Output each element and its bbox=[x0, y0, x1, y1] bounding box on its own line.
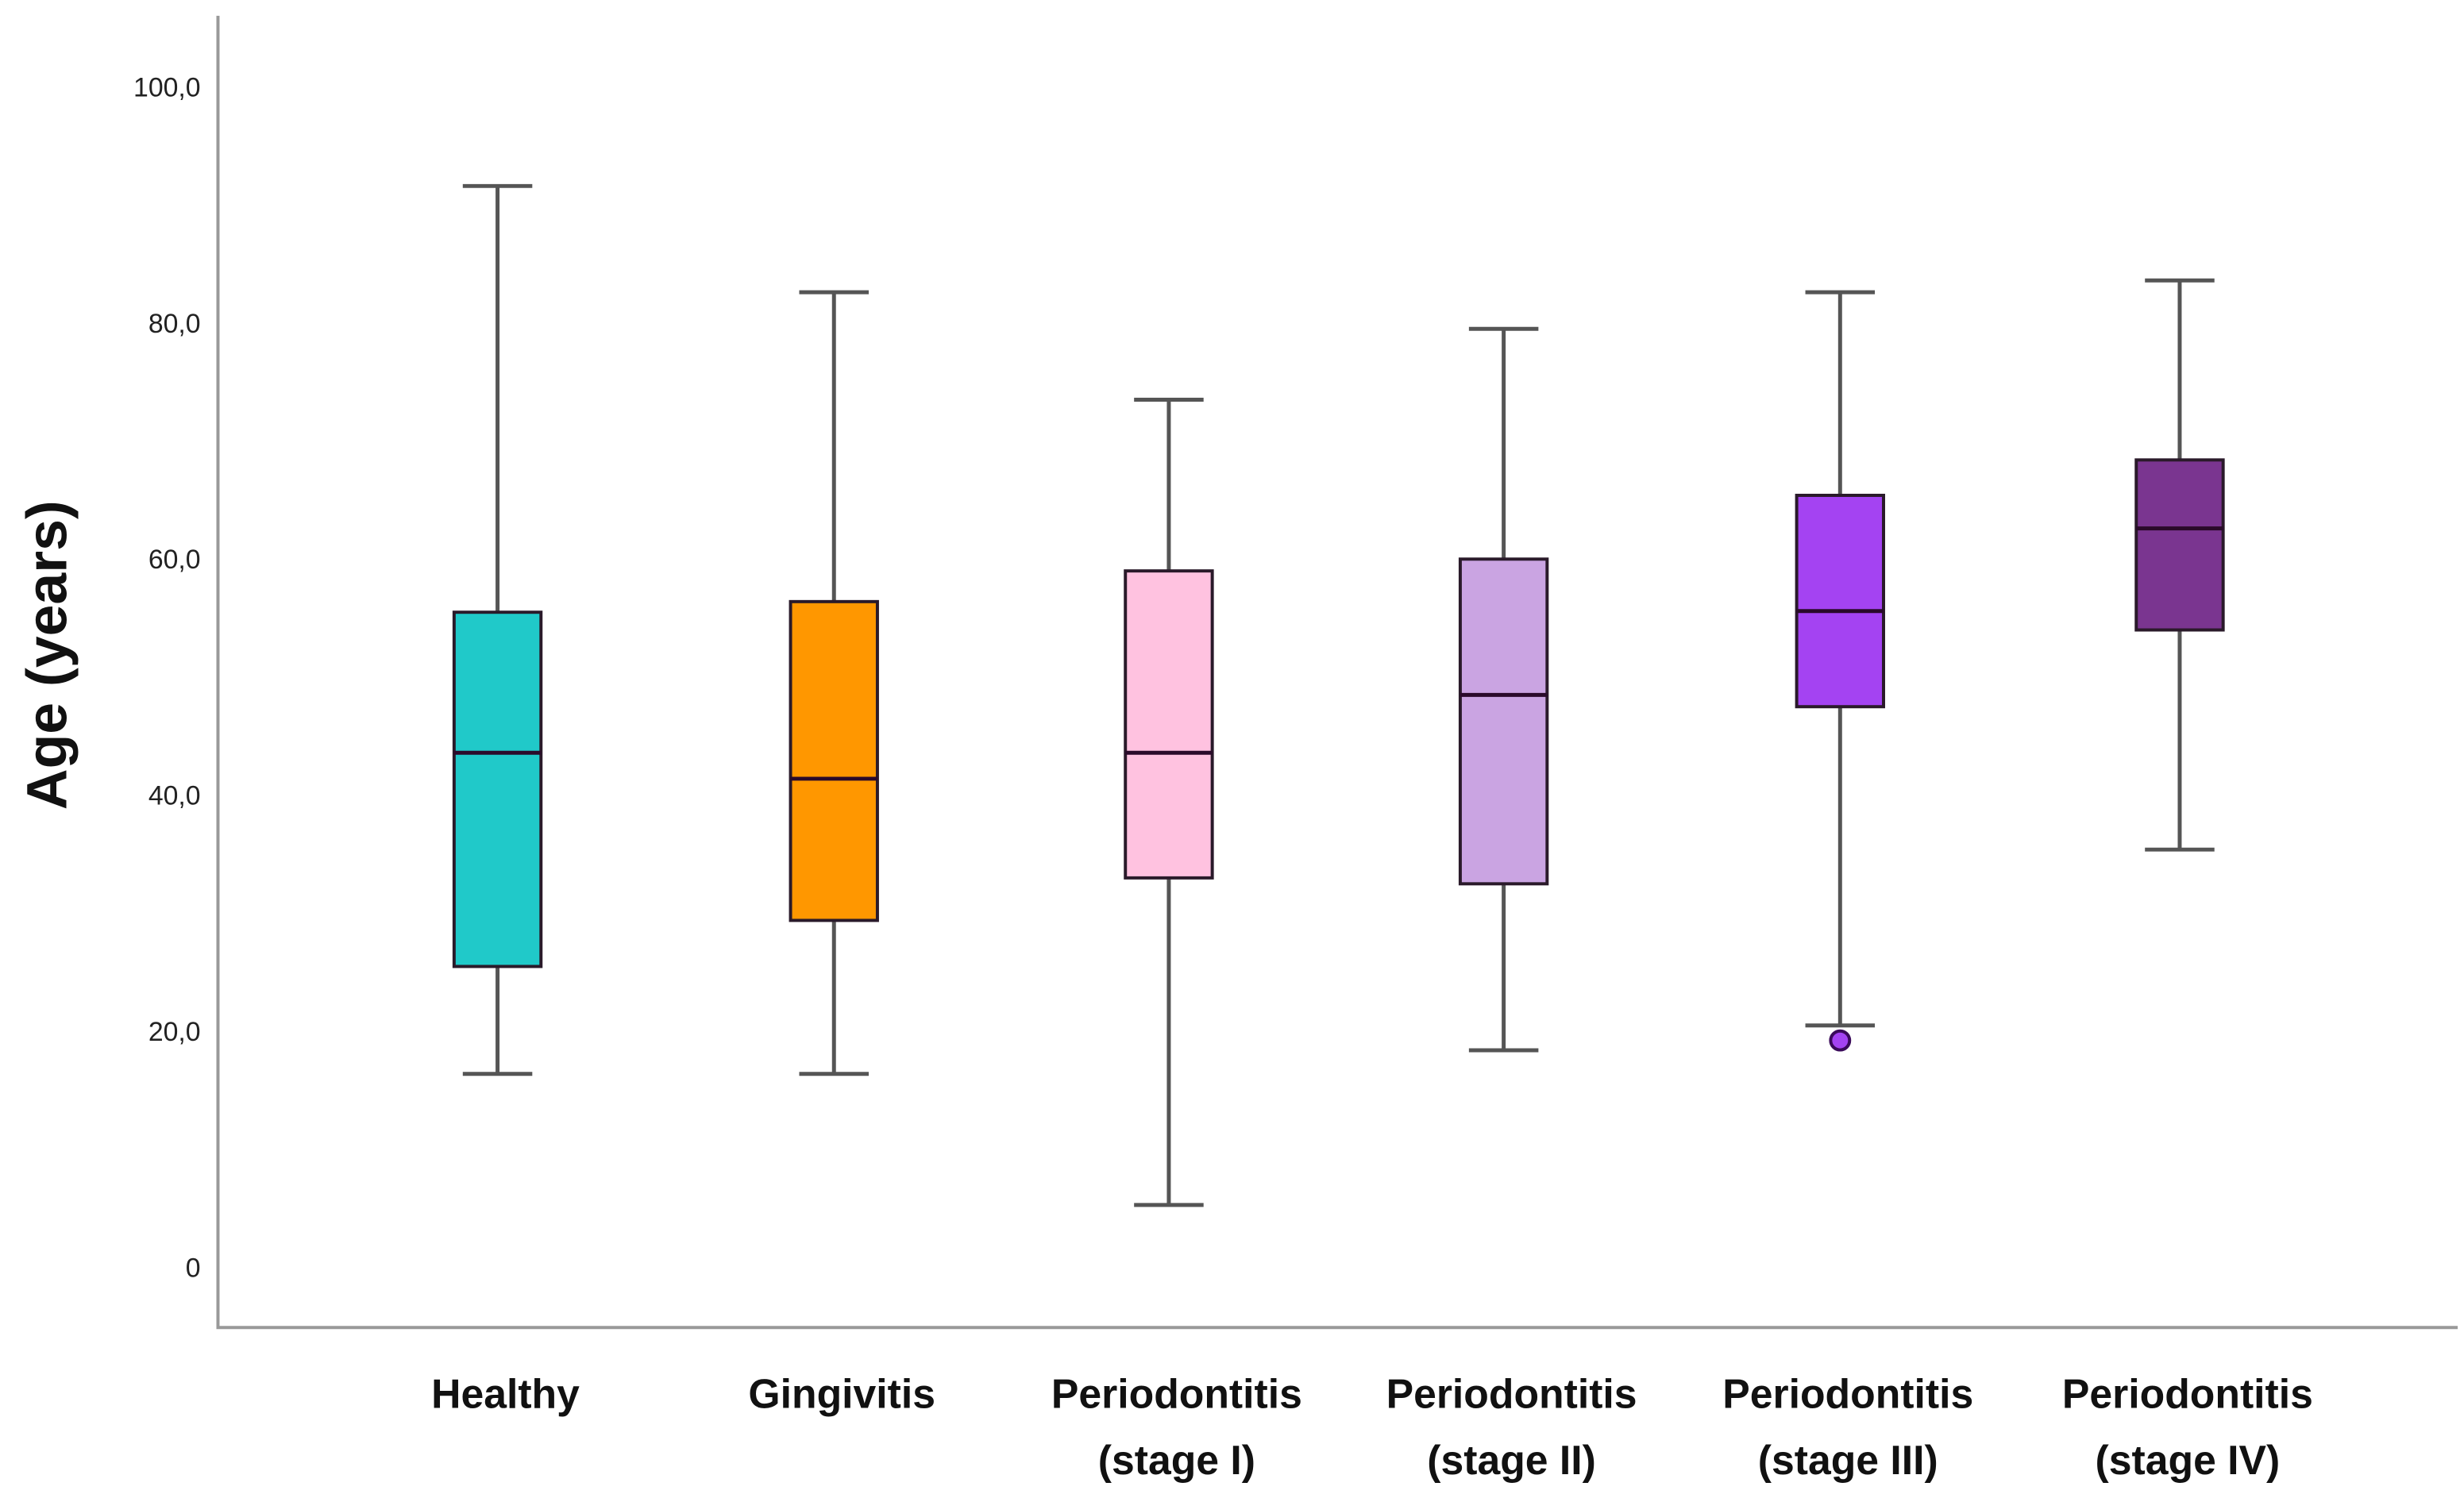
category-label: Periodontitis bbox=[2062, 1371, 2313, 1417]
category-label-line2: (stage IV) bbox=[2096, 1437, 2281, 1483]
y-tick-label: 40,0 bbox=[148, 781, 201, 811]
category-label-line2: (stage I) bbox=[1098, 1437, 1255, 1483]
iqr-box bbox=[452, 610, 543, 969]
box-group-6 bbox=[2134, 278, 2225, 852]
category-label-line2: (stage III) bbox=[1758, 1437, 1938, 1483]
box-group-2 bbox=[789, 290, 879, 1076]
box-group-5 bbox=[1795, 290, 1885, 1052]
iqr-box bbox=[1124, 569, 1214, 880]
box-group-1 bbox=[452, 183, 543, 1076]
box-group-3 bbox=[1124, 398, 1214, 1207]
category-label-line2: (stage II) bbox=[1427, 1437, 1596, 1483]
y-tick-label: 20,0 bbox=[148, 1017, 201, 1047]
outlier-point bbox=[1829, 1029, 1852, 1052]
y-tick-label: 100,0 bbox=[133, 72, 201, 102]
category-label: Periodontitis bbox=[1051, 1371, 1302, 1417]
category-label: Periodontitis bbox=[1386, 1371, 1637, 1417]
iqr-box bbox=[1795, 493, 1885, 709]
y-tick-label: 0 bbox=[186, 1253, 201, 1284]
y-tick-label: 60,0 bbox=[148, 545, 201, 575]
iqr-box bbox=[789, 599, 879, 922]
y-tick-label: 80,0 bbox=[148, 309, 201, 339]
category-label: Healthy bbox=[431, 1371, 580, 1417]
y-axis-label: Age (years) bbox=[16, 500, 79, 810]
iqr-box bbox=[1458, 557, 1549, 886]
iqr-box bbox=[2134, 458, 2225, 632]
category-label: Gingivitis bbox=[748, 1371, 935, 1417]
category-label: Periodontitis bbox=[1722, 1371, 1973, 1417]
box-group-4 bbox=[1458, 326, 1549, 1053]
